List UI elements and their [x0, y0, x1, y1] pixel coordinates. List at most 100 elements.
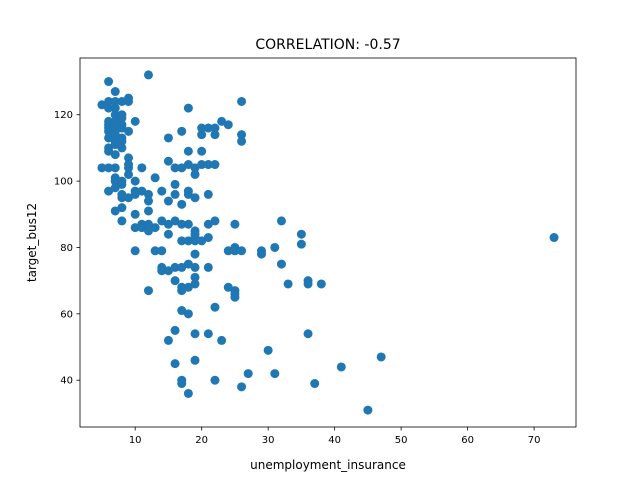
data-point	[177, 379, 187, 389]
data-point	[117, 179, 127, 189]
data-point	[183, 146, 193, 156]
data-point	[177, 219, 187, 229]
data-point	[104, 163, 114, 173]
data-point	[190, 169, 200, 179]
data-point	[157, 186, 167, 196]
data-point	[117, 136, 127, 146]
data-point	[316, 279, 326, 289]
data-point	[197, 123, 207, 133]
data-point	[97, 100, 107, 110]
data-point	[283, 279, 293, 289]
x-tick-label: 40	[328, 435, 341, 446]
data-point	[177, 306, 187, 316]
data-point	[177, 286, 187, 296]
data-point	[210, 160, 220, 170]
data-point	[183, 219, 193, 229]
x-axis-label: unemployment_insurance	[250, 458, 406, 472]
data-point	[117, 96, 127, 106]
data-point	[170, 216, 180, 226]
y-tick-label: 40	[60, 376, 73, 387]
data-point	[230, 292, 240, 302]
data-point	[150, 173, 160, 183]
data-point	[310, 379, 320, 389]
data-point	[130, 246, 140, 256]
data-point	[163, 335, 173, 345]
data-point	[163, 219, 173, 229]
x-tick-label: 60	[461, 435, 474, 446]
data-point	[203, 189, 213, 199]
data-points	[97, 70, 559, 415]
data-point	[210, 375, 220, 385]
y-axis-label: target_bus12	[25, 203, 39, 282]
data-point	[237, 246, 247, 256]
data-point	[210, 216, 220, 226]
data-point	[303, 279, 313, 289]
data-point	[130, 176, 140, 186]
data-point	[157, 266, 167, 276]
data-point	[170, 189, 180, 199]
data-point	[177, 199, 187, 209]
data-point	[237, 382, 247, 392]
axis-ticks: 10 20 30 40 50 60 70 40 60 80 100 120	[54, 110, 541, 446]
data-point	[197, 130, 207, 140]
data-point	[276, 259, 286, 269]
data-point	[183, 388, 193, 398]
data-point	[190, 355, 200, 365]
data-point	[177, 262, 187, 272]
data-point	[237, 130, 247, 140]
data-point	[223, 120, 233, 130]
data-point	[177, 126, 187, 136]
data-point	[183, 282, 193, 292]
data-point	[197, 160, 207, 170]
data-point	[150, 223, 160, 233]
data-point	[143, 189, 153, 199]
data-point	[270, 242, 280, 252]
data-point	[183, 236, 193, 246]
data-point	[143, 286, 153, 296]
data-point	[190, 272, 200, 282]
data-point	[130, 189, 140, 199]
chart-title: CORRELATION: -0.57	[255, 37, 400, 53]
data-point	[190, 279, 200, 289]
data-point	[163, 156, 173, 166]
data-point	[104, 77, 114, 87]
data-point	[110, 150, 120, 160]
data-point	[303, 329, 313, 339]
data-point	[336, 362, 346, 372]
data-point	[104, 126, 114, 136]
data-point	[163, 196, 173, 206]
data-point	[296, 239, 306, 249]
data-point	[124, 169, 134, 179]
data-point	[143, 206, 153, 216]
data-point	[137, 186, 147, 196]
data-point	[117, 123, 127, 133]
data-point	[143, 196, 153, 206]
data-point	[257, 249, 267, 259]
data-point	[170, 262, 180, 272]
data-point	[110, 130, 120, 140]
data-point	[117, 203, 127, 213]
x-tick-label: 30	[262, 435, 275, 446]
data-point	[203, 219, 213, 229]
plot-frame	[79, 57, 577, 428]
x-tick-label: 10	[129, 435, 142, 446]
data-point	[203, 233, 213, 243]
data-point	[210, 302, 220, 312]
data-point	[217, 116, 227, 126]
data-point	[190, 262, 200, 272]
data-point	[217, 335, 227, 345]
data-point	[237, 136, 247, 146]
data-point	[157, 216, 167, 226]
data-point	[296, 229, 306, 239]
data-point	[183, 103, 193, 113]
data-point	[124, 153, 134, 163]
data-point	[143, 226, 153, 236]
data-point	[124, 96, 134, 106]
data-point	[117, 216, 127, 226]
data-point	[170, 359, 180, 369]
data-point	[263, 345, 273, 355]
data-point	[117, 143, 127, 153]
data-point	[203, 262, 213, 272]
y-tick-label: 120	[54, 110, 73, 121]
